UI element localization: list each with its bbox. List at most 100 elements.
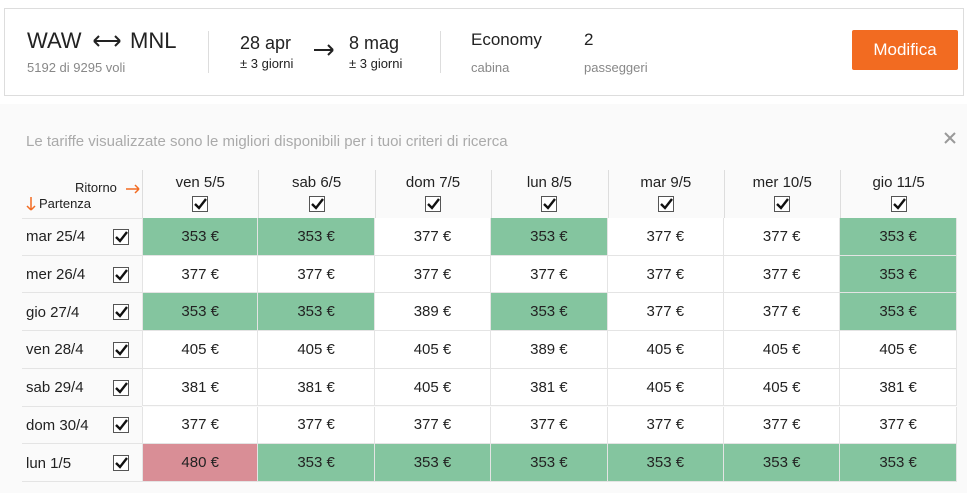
return-date: 8 mag: [349, 33, 400, 53]
arrow-icon: [125, 184, 141, 194]
checkbox[interactable]: [113, 455, 129, 472]
fare-cell[interactable]: 381 €: [840, 368, 957, 407]
fare-cell[interactable]: 353 €: [840, 255, 957, 294]
fare-cell[interactable]: 353 €: [258, 293, 375, 332]
checkbox[interactable]: [890, 196, 907, 212]
fare-cell[interactable]: 377 €: [724, 218, 841, 256]
row-header[interactable]: mer 26/4: [26, 266, 86, 284]
fare-cell[interactable]: 353 €: [607, 444, 724, 482]
fare-cell[interactable]: 405 €: [724, 368, 841, 407]
fare-cell[interactable]: 377 €: [607, 255, 724, 294]
fare-cell[interactable]: 377 €: [374, 218, 492, 256]
fare-cell[interactable]: 377 €: [607, 293, 724, 332]
checkbox[interactable]: [308, 196, 325, 212]
checkbox[interactable]: [113, 266, 129, 283]
checkmark: [776, 198, 790, 210]
checkbox[interactable]: [425, 196, 441, 212]
checkbox[interactable]: [774, 196, 791, 212]
fare-cell[interactable]: 377 €: [258, 406, 375, 445]
arrow-icon: [26, 196, 36, 212]
fare-cell[interactable]: 353 €: [724, 444, 841, 482]
fare-cell[interactable]: 405 €: [374, 331, 492, 369]
fare-cell[interactable]: 405 €: [258, 331, 375, 369]
checkmark: [659, 198, 673, 210]
edit-button[interactable]: Modifica: [852, 30, 958, 70]
row-header[interactable]: mar 25/4: [26, 228, 86, 246]
close-icon[interactable]: [944, 132, 956, 144]
row-header[interactable]: lun 1/5: [26, 454, 72, 472]
column-header[interactable]: lun 8/5: [526, 174, 572, 191]
fare-cell[interactable]: 353 €: [491, 218, 608, 256]
fare-cell[interactable]: 377 €: [491, 406, 608, 445]
column-divider: [374, 170, 376, 218]
checkbox[interactable]: [657, 196, 674, 212]
search-summary: WAW MNL 5192 di 9295 voli 28 apr ± 3 gio…: [4, 8, 964, 96]
fare-cell[interactable]: 377 €: [491, 255, 608, 294]
fare-cell[interactable]: 381 €: [258, 368, 375, 407]
fare-cell[interactable]: 353 €: [258, 218, 375, 256]
column-header[interactable]: ven 5/5: [175, 174, 225, 191]
checkmark: [892, 198, 906, 210]
fare-cell[interactable]: 377 €: [724, 255, 841, 294]
checkmark: [115, 268, 128, 281]
fare-cell[interactable]: 377 €: [258, 255, 375, 294]
fare-cell[interactable]: 377 €: [724, 406, 841, 445]
fare-cell[interactable]: 377 €: [840, 406, 957, 445]
fare-cell[interactable]: 389 €: [491, 331, 608, 369]
row-border: [22, 330, 142, 332]
column-header[interactable]: mer 10/5: [752, 174, 812, 191]
row-header[interactable]: ven 28/4: [26, 341, 84, 359]
checkmark: [427, 198, 440, 210]
fare-cell[interactable]: 377 €: [374, 406, 492, 445]
fare-cell[interactable]: 353 €: [142, 218, 259, 256]
checkbox[interactable]: [113, 341, 129, 358]
return-flex: ± 3 giorni: [349, 56, 403, 71]
row-header[interactable]: dom 30/4: [26, 416, 89, 434]
fare-cell[interactable]: 377 €: [142, 255, 259, 294]
checkbox[interactable]: [113, 228, 129, 245]
fare-cell[interactable]: 353 €: [840, 218, 957, 256]
fare-cell[interactable]: 405 €: [607, 331, 724, 369]
checkbox[interactable]: [113, 417, 129, 434]
fare-cell[interactable]: 389 €: [374, 293, 492, 332]
checkbox[interactable]: [192, 196, 209, 212]
fare-cell[interactable]: 353 €: [142, 293, 259, 332]
fare-cell[interactable]: 353 €: [258, 444, 375, 482]
row-header[interactable]: sab 29/4: [26, 379, 84, 397]
fare-cell[interactable]: 353 €: [374, 444, 492, 482]
column-header[interactable]: gio 11/5: [872, 174, 925, 191]
passengers[interactable]: 2: [584, 30, 594, 49]
fare-cell[interactable]: 381 €: [142, 368, 259, 407]
checkmark: [115, 381, 128, 394]
column-divider: [840, 170, 842, 218]
fare-cell[interactable]: 353 €: [491, 444, 608, 482]
checkbox[interactable]: [541, 196, 558, 212]
fare-cell[interactable]: 353 €: [491, 293, 608, 332]
fare-cell[interactable]: 353 €: [840, 293, 957, 332]
checkbox[interactable]: [113, 304, 129, 321]
passengers-label: passeggeri: [584, 60, 648, 75]
fare-cell[interactable]: 405 €: [724, 331, 841, 369]
column-header[interactable]: sab 6/5: [291, 174, 342, 191]
row-header[interactable]: gio 27/4: [26, 303, 80, 321]
fare-cell[interactable]: 405 €: [142, 331, 259, 369]
checkmark: [115, 419, 128, 432]
fare-cell[interactable]: 377 €: [607, 406, 724, 445]
fare-cell[interactable]: 405 €: [607, 368, 724, 407]
fare-cell[interactable]: 377 €: [724, 293, 841, 332]
column-header[interactable]: dom 7/5: [405, 174, 461, 191]
fare-cell[interactable]: 377 €: [607, 218, 724, 256]
cabin[interactable]: Economy: [471, 30, 542, 49]
fare-cell[interactable]: 377 €: [374, 255, 492, 294]
fare-cell[interactable]: 405 €: [374, 368, 492, 407]
fare-cell[interactable]: 405 €: [840, 331, 957, 369]
origin: WAW: [27, 28, 82, 53]
column-header[interactable]: mar 9/5: [640, 174, 692, 191]
fare-cell[interactable]: 381 €: [491, 368, 608, 407]
divider: [440, 31, 441, 73]
fare-cell[interactable]: 353 €: [840, 444, 957, 482]
fare-cell[interactable]: 377 €: [142, 406, 259, 445]
checkbox[interactable]: [113, 379, 129, 396]
fare-cell[interactable]: 480 €: [142, 444, 259, 482]
